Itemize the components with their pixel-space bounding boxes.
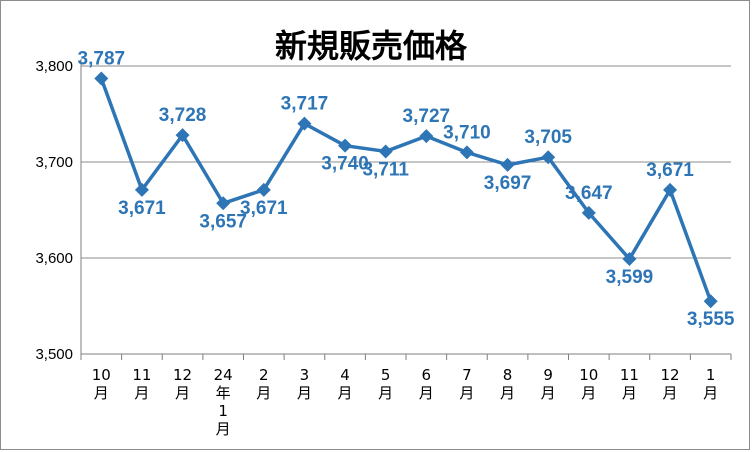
y-tick-label: 3,600 <box>35 250 73 267</box>
data-point <box>297 116 312 131</box>
data-label: 3,728 <box>159 105 207 126</box>
y-tick-label: 3,500 <box>35 346 73 363</box>
data-point <box>256 182 271 197</box>
data-point <box>622 251 637 266</box>
data-point <box>500 157 515 172</box>
data-point <box>703 294 718 309</box>
data-label: 3,555 <box>687 309 735 330</box>
y-tick-label: 3,800 <box>35 58 73 75</box>
data-label: 3,710 <box>443 122 491 143</box>
x-tick-label: 11 月 <box>620 366 639 402</box>
data-label: 3,740 <box>321 154 369 175</box>
x-tick-label: 24 年 1 月 <box>214 366 233 438</box>
x-tick-label: 11 月 <box>132 366 151 402</box>
x-tick-label: 12 月 <box>173 366 192 402</box>
data-label: 3,697 <box>484 173 532 194</box>
data-label: 3,671 <box>240 198 288 219</box>
data-point <box>459 145 474 160</box>
data-label: 3,671 <box>646 160 694 181</box>
data-label: 3,705 <box>524 127 572 148</box>
data-label: 3,657 <box>199 211 247 232</box>
chart-title: 新規販売価格 <box>274 27 467 65</box>
data-point <box>378 144 393 159</box>
data-label: 3,647 <box>565 183 613 204</box>
data-point <box>663 182 678 197</box>
x-tick-label: 12 月 <box>661 366 680 402</box>
series-line <box>99 77 713 302</box>
x-tick-label: 10 月 <box>92 366 111 402</box>
data-point <box>541 150 556 165</box>
data-label: 3,717 <box>281 94 329 115</box>
data-label: 3,711 <box>362 159 409 180</box>
data-point <box>94 71 109 86</box>
y-tick-label: 3,700 <box>35 154 73 171</box>
data-label: 3,671 <box>118 198 166 219</box>
data-point <box>216 196 231 211</box>
data-label: 3,599 <box>606 267 654 288</box>
data-point <box>581 205 596 220</box>
data-point <box>338 138 353 153</box>
data-point <box>419 129 434 144</box>
data-label: 3,727 <box>403 106 451 127</box>
data-point <box>134 182 149 197</box>
data-label: 3,787 <box>78 48 126 69</box>
x-tick-label: 10 月 <box>579 366 598 402</box>
data-point <box>175 128 190 143</box>
